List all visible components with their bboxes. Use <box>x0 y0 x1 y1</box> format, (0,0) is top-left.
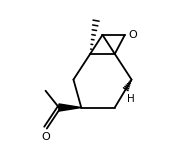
Text: O: O <box>41 132 50 141</box>
Polygon shape <box>59 104 81 111</box>
Text: H: H <box>126 94 134 104</box>
Text: O: O <box>128 30 137 40</box>
